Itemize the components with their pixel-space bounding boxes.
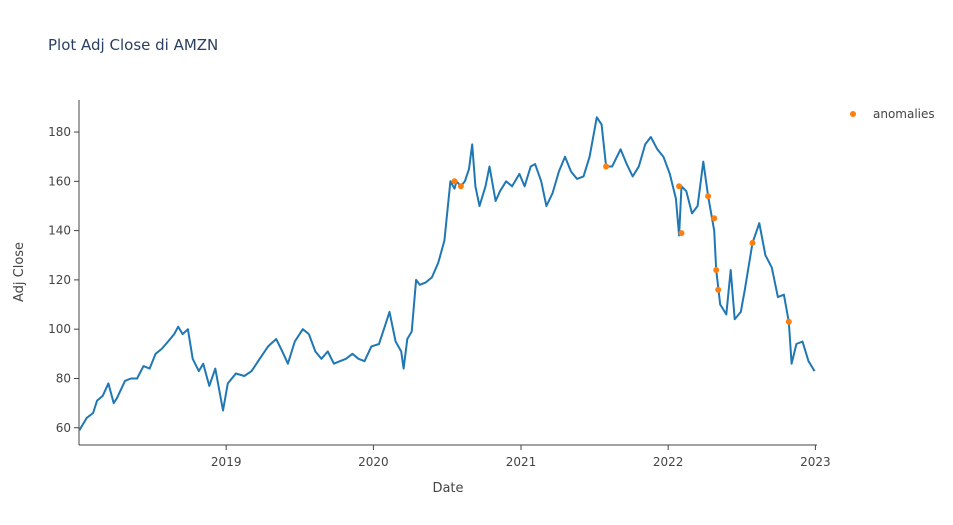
anomaly-point[interactable] [749, 239, 756, 246]
adj-close-line [78, 116, 816, 431]
anomaly-point[interactable] [603, 163, 610, 170]
anomaly-point[interactable] [451, 178, 458, 185]
anomaly-point[interactable] [713, 267, 720, 273]
chart-title: Plot Adj Close di AMZN [48, 36, 218, 54]
y-tick-label: 120 [48, 273, 71, 287]
y-tick-label: 100 [48, 322, 71, 336]
y-tick-label: 60 [56, 421, 71, 435]
legend-label-anomalies: anomalies [873, 107, 935, 121]
plot-area [78, 116, 816, 431]
y-tick-label: 140 [48, 224, 71, 238]
y-tick-label: 160 [48, 174, 71, 188]
y-axis-title: Adj Close [12, 242, 27, 302]
anomaly-point[interactable] [457, 183, 464, 190]
anomaly-point[interactable] [705, 193, 712, 200]
y-tick-label: 80 [56, 371, 71, 385]
x-tick-label: 2020 [358, 455, 389, 469]
anomaly-point[interactable] [715, 286, 722, 293]
x-axis-title: Date [432, 481, 463, 496]
x-tick-label: 2019 [211, 455, 242, 469]
legend-marker-anomalies [850, 111, 856, 117]
x-tick-label: 2023 [800, 455, 831, 469]
x-tick-label: 2022 [653, 455, 684, 469]
anomaly-point[interactable] [676, 183, 683, 190]
y-ticks: 60 80 100 120 140 160 180 [48, 125, 79, 435]
legend[interactable]: anomalies [850, 107, 935, 121]
anomaly-point[interactable] [711, 215, 718, 222]
anomaly-point[interactable] [678, 230, 685, 237]
axes [78, 100, 817, 446]
x-ticks: 2019 2020 2021 2022 2023 [211, 445, 831, 469]
y-tick-label: 180 [48, 125, 71, 139]
x-tick-label: 2021 [506, 455, 537, 469]
anomaly-point[interactable] [785, 318, 792, 325]
